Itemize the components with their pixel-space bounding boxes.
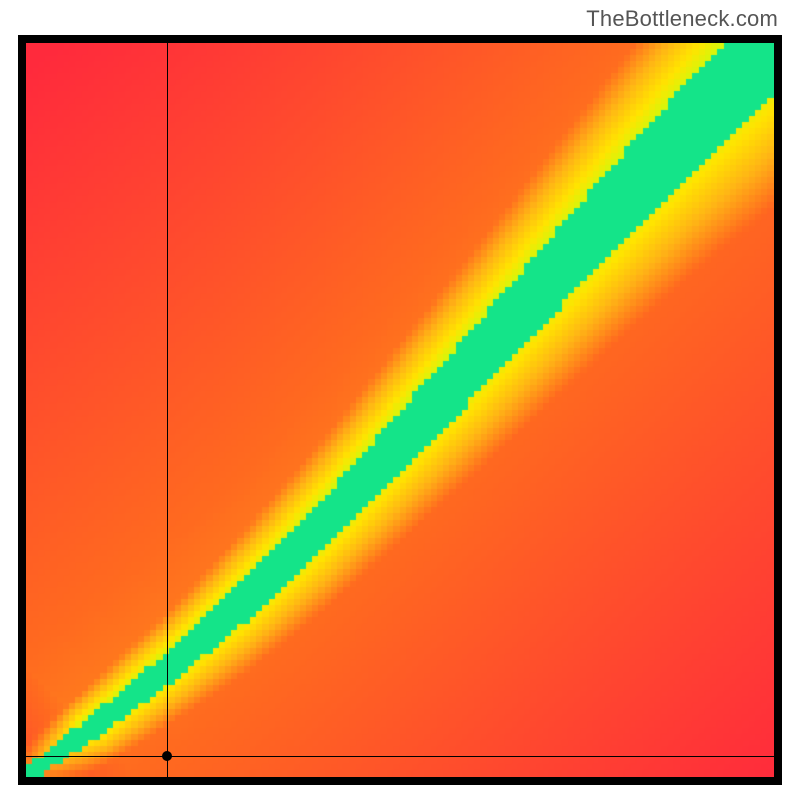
chart-frame [18, 35, 782, 785]
watermark-text: TheBottleneck.com [586, 6, 778, 32]
crosshair-horizontal-line [26, 756, 774, 757]
crosshair-vertical-line [167, 43, 168, 777]
heatmap-plot-area [26, 43, 774, 777]
crosshair-marker [162, 751, 172, 761]
heatmap-canvas [26, 43, 774, 777]
